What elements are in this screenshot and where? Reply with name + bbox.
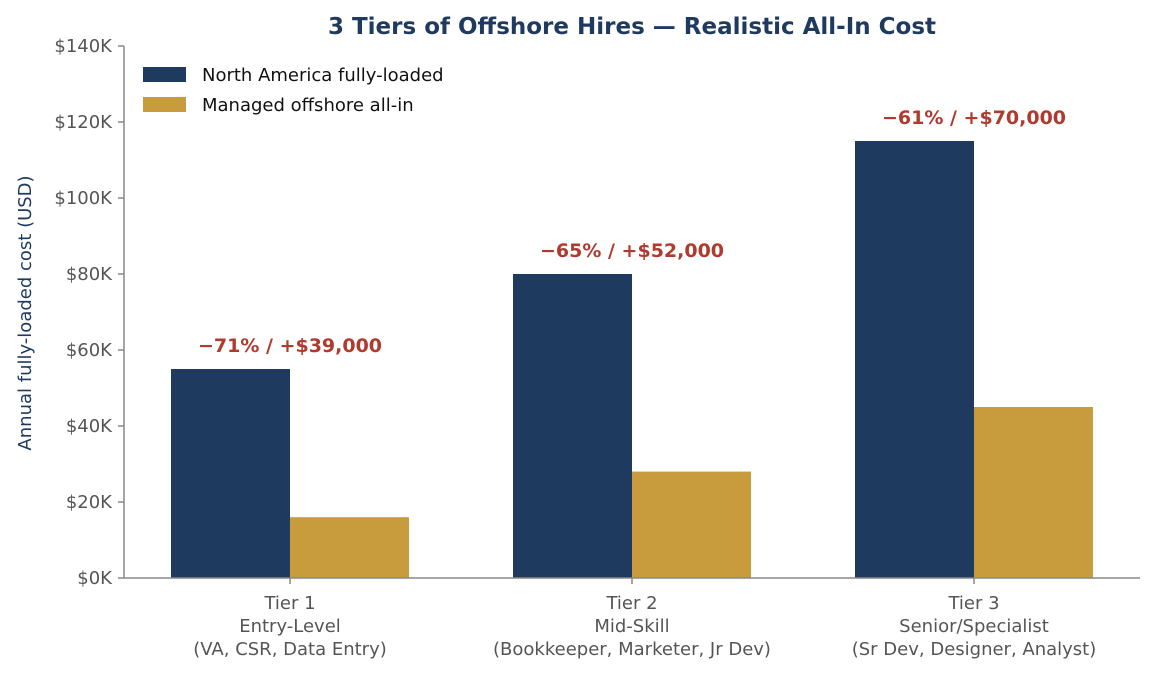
- legend-label: Managed offshore all-in: [202, 95, 414, 116]
- bar-managed-offshore: [974, 407, 1093, 578]
- x-tick-label: Tier 3: [947, 593, 999, 614]
- bar-managed-offshore: [632, 471, 751, 578]
- legend: North America fully-loaded Managed offsho…: [143, 65, 444, 116]
- legend-swatch: [143, 67, 186, 82]
- y-tick-label: $100K: [54, 188, 113, 209]
- legend-swatch: [143, 97, 186, 112]
- savings-annotation: −61% / +$70,000: [882, 107, 1066, 129]
- bar-north-america: [513, 274, 632, 578]
- x-tick-label: Entry-Level: [239, 616, 341, 637]
- y-tick-label: $40K: [66, 416, 113, 437]
- savings-annotation: −65% / +$52,000: [540, 240, 724, 262]
- plot-area: $0K $20K $40K $60K $80K $100K $120K $140K −71% /…: [54, 36, 1140, 660]
- x-tick-label: Tier 1: [263, 593, 315, 614]
- x-tick-label: (VA, CSR, Data Entry): [193, 639, 387, 660]
- bar-north-america: [855, 141, 974, 578]
- y-tick-label: $120K: [54, 112, 113, 133]
- y-tick-label: $20K: [66, 492, 113, 513]
- y-tick-label: $80K: [66, 264, 113, 285]
- bar-north-america: [171, 369, 290, 578]
- y-axis-label: Annual fully-loaded cost (USD): [15, 175, 36, 450]
- chart-title: 3 Tiers of Offshore Hires — Realistic Al…: [328, 14, 936, 40]
- bar-managed-offshore: [290, 517, 409, 578]
- savings-annotation: −71% / +$39,000: [198, 335, 382, 357]
- x-tick-label: Mid-Skill: [594, 616, 669, 637]
- legend-label: North America fully-loaded: [202, 65, 444, 86]
- y-tick-label: $0K: [77, 568, 113, 589]
- x-tick-label: Tier 2: [605, 593, 657, 614]
- y-tick-label: $140K: [54, 36, 113, 57]
- x-tick-label: (Bookkeeper, Marketer, Jr Dev): [493, 639, 771, 660]
- x-tick-label: Senior/Specialist: [899, 616, 1049, 637]
- y-tick-label: $60K: [66, 340, 113, 361]
- x-tick-label: (Sr Dev, Designer, Analyst): [852, 639, 1097, 660]
